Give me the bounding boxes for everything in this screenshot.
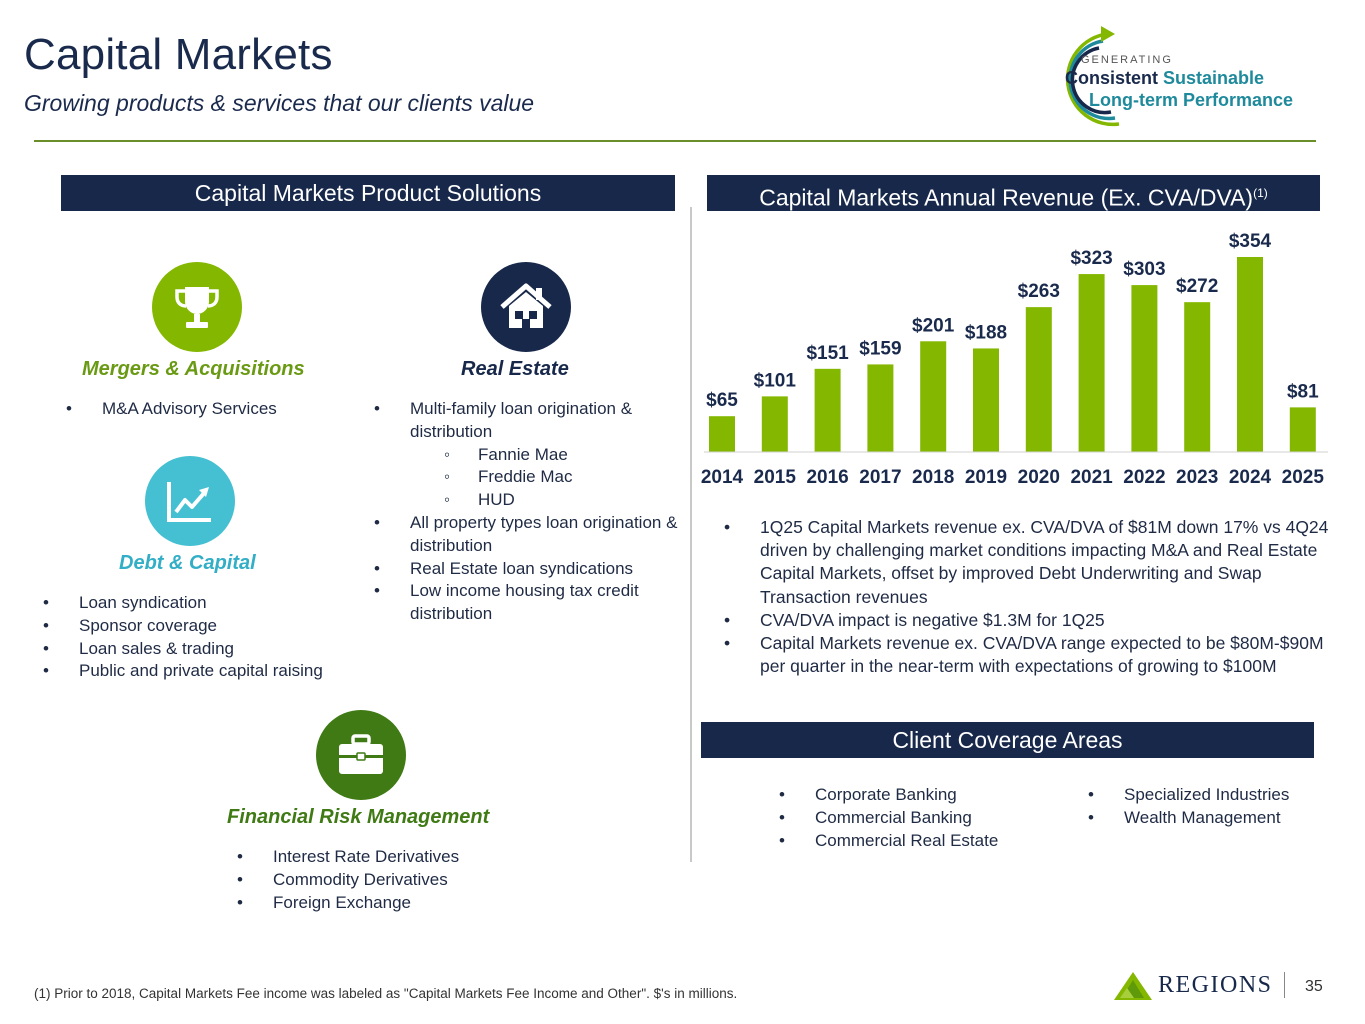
data-label-2023: $272 [1176,276,1218,297]
products-header: Capital Markets Product Solutions [61,175,675,211]
house-icon [481,262,571,352]
x-tick-2020: 2020 [1018,467,1060,488]
badge-line1: Consistent Sustainable [1065,68,1264,89]
data-label-2017: $159 [859,338,901,359]
header-divider [34,140,1316,142]
page-number: 35 [1305,978,1323,995]
badge-consistent: Consistent [1065,68,1159,88]
list-item: Commercial Banking [779,807,1059,830]
list-subitem: HUD [374,489,686,512]
revenue-notes: 1Q25 Capital Markets revenue ex. CVA/DVA… [724,516,1344,678]
regions-triangle-icon [1114,972,1152,1000]
bar-2019 [973,348,999,452]
data-label-2016: $151 [806,343,849,364]
bar-2021 [1078,274,1105,452]
bar-2017 [867,364,894,452]
bar-2015 [761,396,788,452]
real-estate-title: Real Estate [461,358,569,380]
data-label-2025: $81 [1287,381,1319,402]
badge-line2: Long-term Performance [1089,90,1294,110]
list-subitem: Freddie Mac [374,466,686,489]
briefcase-icon [316,710,406,800]
coverage-header: Client Coverage Areas [701,722,1314,758]
x-tick-2014: 2014 [701,467,744,488]
bar-2024 [1237,257,1263,452]
page-title: Capital Markets [24,30,333,79]
debt-capital-title: Debt & Capital [119,552,256,574]
x-tick-2021: 2021 [1070,467,1113,488]
regions-wordmark: REGIONS [1158,972,1273,998]
list-item: Corporate Banking [779,784,1059,807]
data-label-2015: $101 [754,370,797,391]
list-item: Interest Rate Derivatives [237,846,537,869]
list-item: Commercial Real Estate [779,830,1059,853]
frm-list: Interest Rate Derivatives Commodity Deri… [237,846,537,914]
growth-chart-icon [145,456,235,546]
data-label-2021: $323 [1070,248,1112,269]
data-label-2024: $354 [1229,231,1272,252]
data-label-2014: $65 [706,390,738,411]
list-item: Sponsor coverage [43,615,363,638]
regions-logo: REGIONS [1112,966,1322,1006]
ma-list: M&A Advisory Services [66,398,366,421]
list-item: Capital Markets revenue ex. CVA/DVA rang… [724,632,1344,678]
ma-title: Mergers & Acquisitions [82,358,305,380]
x-tick-2023: 2023 [1176,467,1218,488]
bar-2014 [709,416,735,452]
list-item: 1Q25 Capital Markets revenue ex. CVA/DVA… [724,516,1344,609]
bar-2020 [1025,307,1052,452]
revenue-bar-chart: $65 2014 $101 2015 $151 2016 $159 2017 $201 2018 $… [701,231,1328,488]
x-tick-2025: 2025 [1282,467,1325,488]
circular-arrow-icon [1065,26,1120,127]
list-item: Specialized Industries [1088,784,1338,807]
bar-2016 [814,368,841,452]
data-label-2022: $303 [1123,259,1165,280]
list-item: Commodity Derivatives [237,869,537,892]
x-tick-2024: 2024 [1229,467,1272,488]
trophy-icon [152,262,242,352]
x-tick-2022: 2022 [1123,467,1165,488]
debt-capital-list: Loan syndication Sponsor coverage Loan s… [43,592,363,683]
list-item: CVA/DVA impact is negative $1.3M for 1Q2… [724,609,1344,632]
x-tick-2016: 2016 [806,467,848,488]
list-item: Wealth Management [1088,807,1338,830]
bar-2023 [1184,302,1211,452]
badge-sustainable: Sustainable [1163,68,1265,88]
page-subtitle: Growing products & services that our cli… [24,90,535,116]
list-subitem: Fannie Mae [374,444,686,467]
list-item: Loan sales & trading [43,638,363,661]
revenue-header-title: Capital Markets Annual Revenue (Ex. CVA/… [759,184,1254,211]
performance-badge: GENERATING Consistent Sustainable Long-t… [1035,22,1335,132]
bar-2022 [1131,285,1158,452]
coverage-list-left: Corporate Banking Commercial Banking Com… [779,784,1059,852]
list-item: Public and private capital raising [43,660,363,683]
bar-2018 [920,341,947,452]
list-item: Foreign Exchange [237,892,537,915]
x-tick-2017: 2017 [859,467,901,488]
frm-title: Financial Risk Management [227,806,490,828]
data-label-2018: $201 [912,315,955,336]
list-item: M&A Advisory Services [66,398,366,421]
list-item: Real Estate loan syndications [374,558,686,581]
footer-separator [1284,972,1285,998]
list-item: Loan syndication [43,592,363,615]
revenue-header-footnote-ref: (1) [1253,186,1268,200]
x-tick-2019: 2019 [965,467,1007,488]
x-tick-2018: 2018 [912,467,954,488]
data-label-2020: $263 [1018,281,1060,302]
coverage-list-right: Specialized Industries Wealth Management [1088,784,1338,830]
badge-generating: GENERATING [1081,54,1173,66]
x-tick-2015: 2015 [754,467,797,488]
column-divider [690,207,692,862]
real-estate-list: Multi-family loan origination & distribu… [374,398,686,626]
footnote: (1) Prior to 2018, Capital Markets Fee i… [34,986,738,1001]
list-item: All property types loan origination & di… [374,512,686,558]
bar-2025 [1289,407,1316,452]
list-item: Low income housing tax credit distributi… [374,580,686,626]
list-item: Multi-family loan origination & distribu… [374,398,686,444]
revenue-header: Capital Markets Annual Revenue (Ex. CVA/… [707,175,1320,211]
data-label-2019: $188 [965,322,1007,343]
